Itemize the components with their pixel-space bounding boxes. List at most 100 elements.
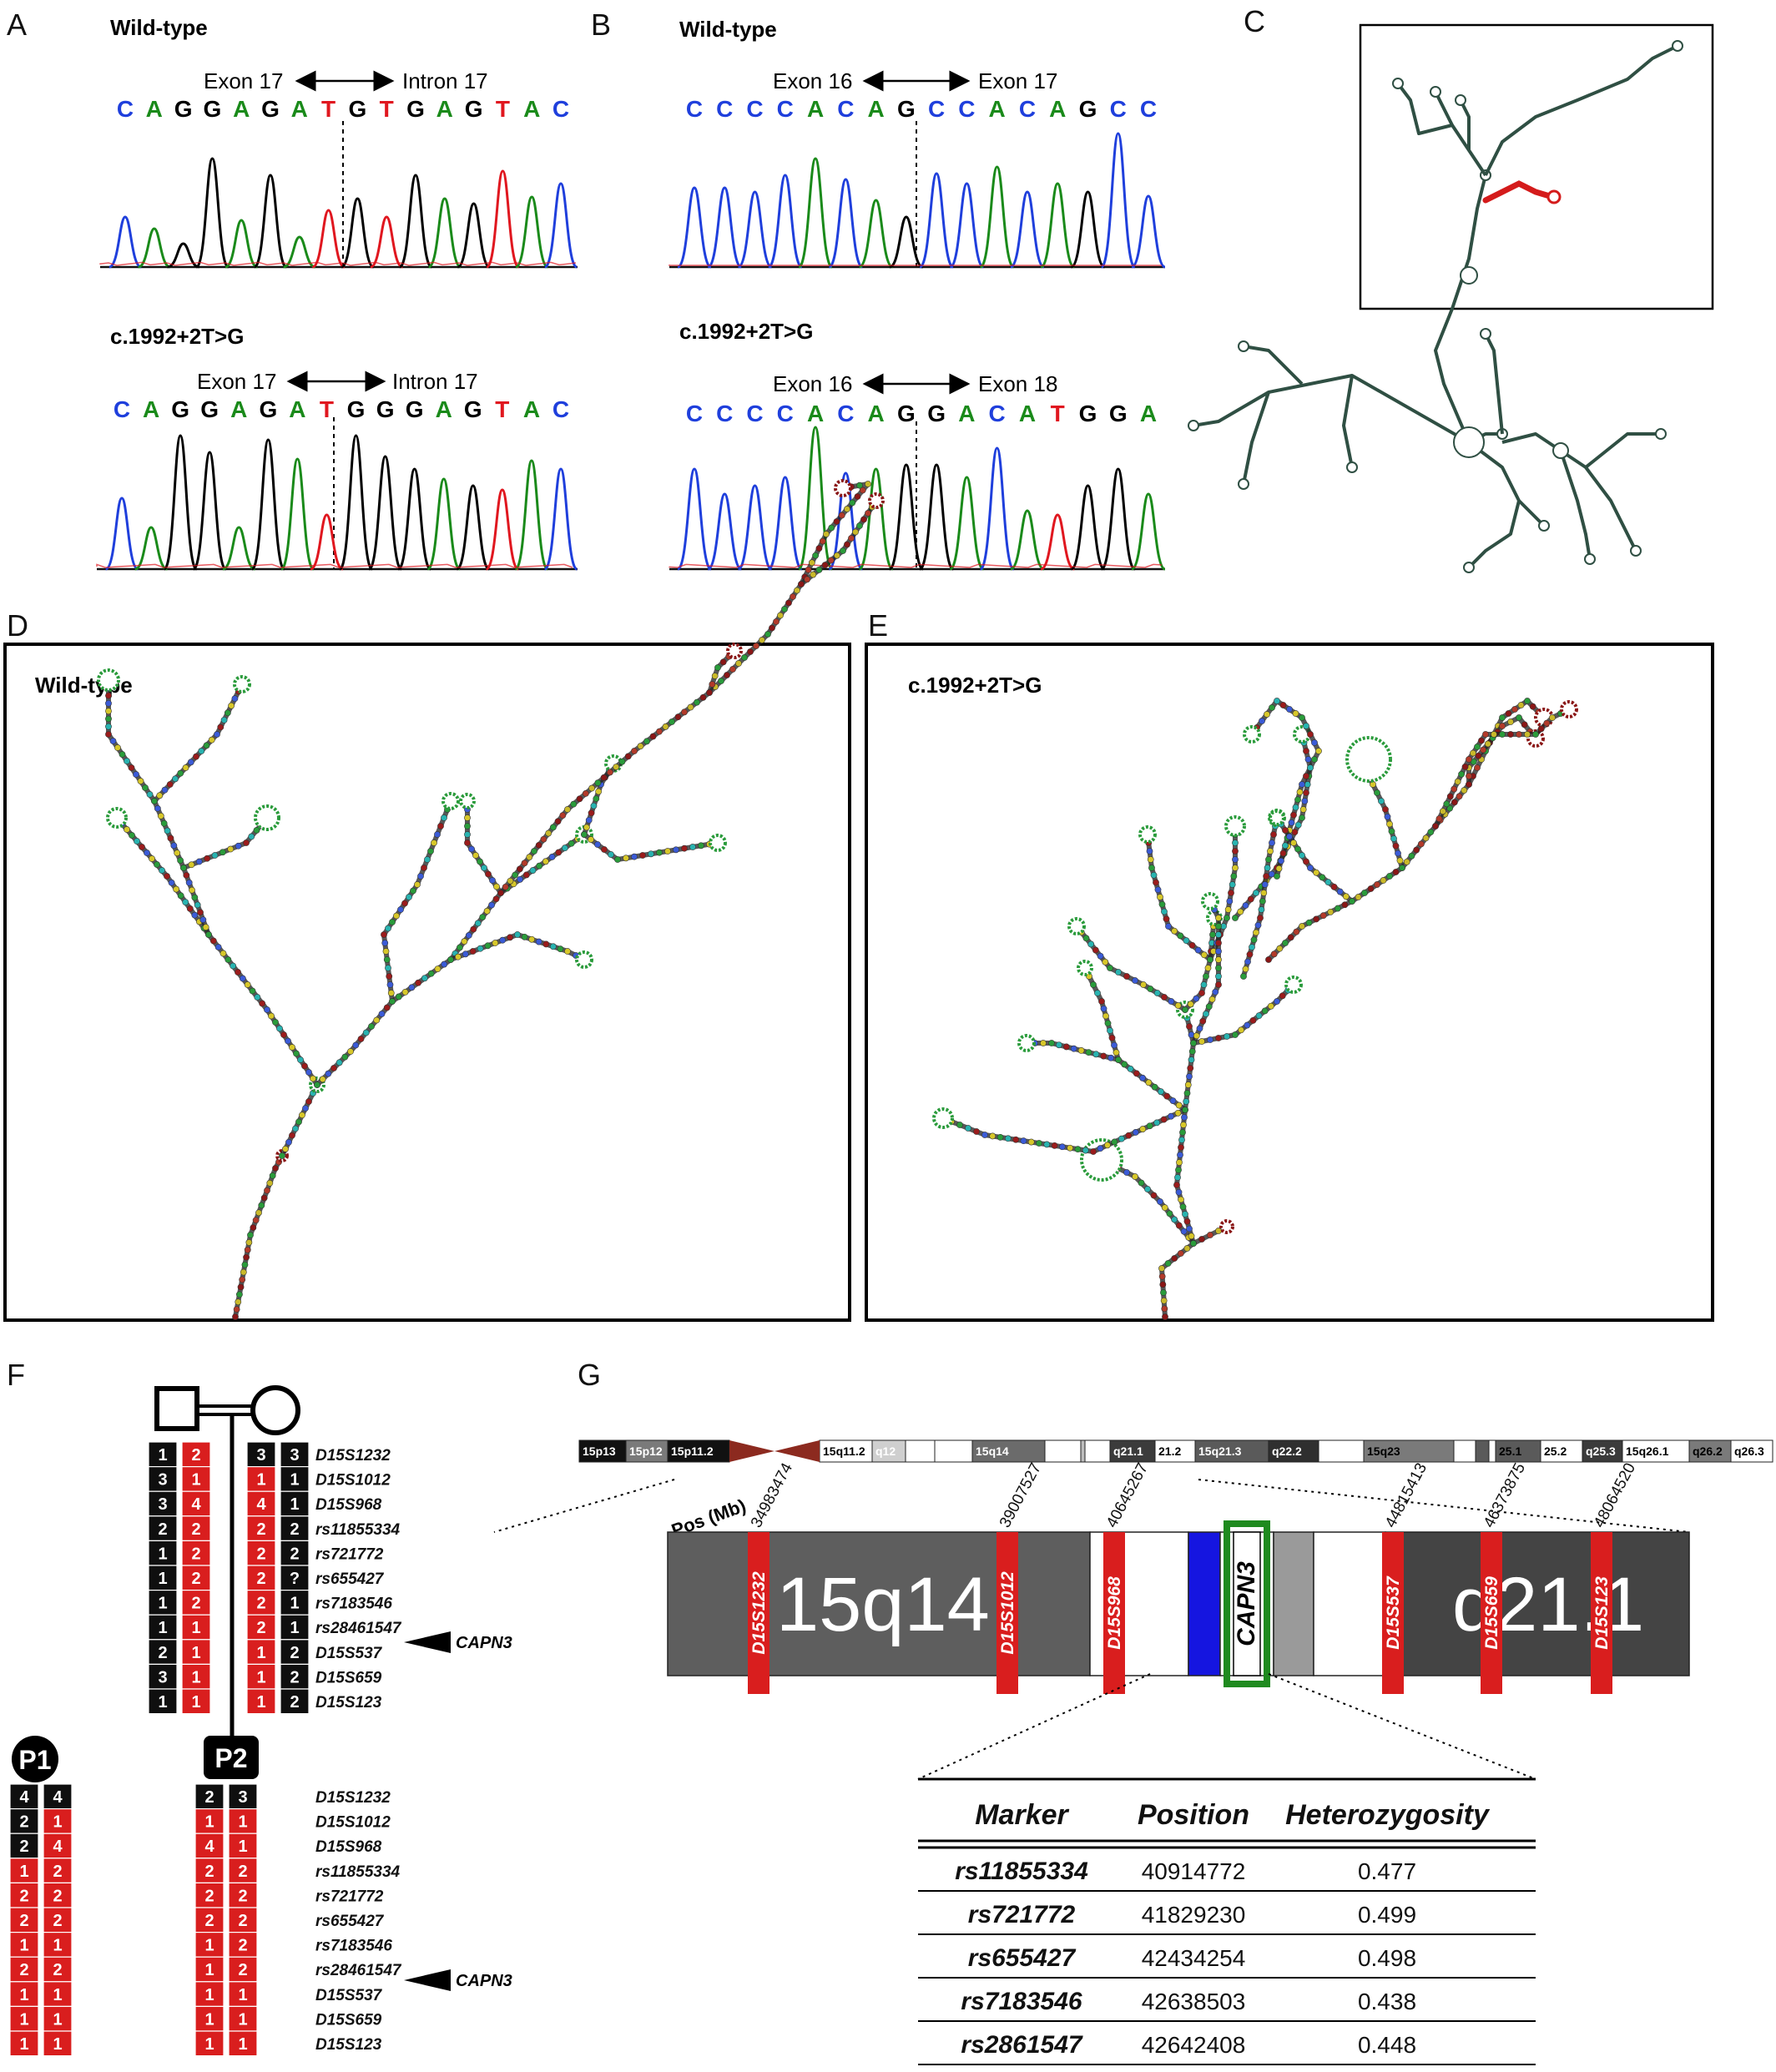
allele-cell <box>194 2030 225 2057</box>
peak <box>1131 194 1166 269</box>
nucleotide <box>1186 1225 1193 1233</box>
chromosome-band <box>625 1439 669 1463</box>
nucleotide <box>1392 869 1400 875</box>
panel-b-mut-title: c.1992+2T>G <box>679 319 813 344</box>
nucleotide <box>301 1062 308 1070</box>
nucleotide <box>228 702 235 709</box>
peak <box>767 174 804 269</box>
base-letter: C <box>114 396 130 422</box>
peak <box>707 186 743 269</box>
band-label: 15q14 <box>976 1444 1009 1458</box>
nucleotide <box>468 845 475 853</box>
nucleotide <box>1157 1198 1163 1205</box>
chromosome-band <box>1453 1439 1476 1463</box>
panel-a-mut-right-label: Intron 17 <box>392 369 478 394</box>
hairpin-loop <box>1345 736 1392 783</box>
base-letter: G <box>261 96 280 122</box>
rna-stem <box>1501 432 1637 552</box>
nucleotide <box>1299 714 1305 721</box>
peak <box>108 215 142 269</box>
nucleotide <box>1177 1250 1184 1257</box>
nucleotide <box>289 1132 295 1139</box>
nucleotide <box>385 965 391 971</box>
nucleotide <box>133 771 139 778</box>
allele-cell <box>9 1932 39 1958</box>
base-letter: C <box>777 401 794 426</box>
nucleotide <box>292 1125 299 1132</box>
base-letter: G <box>927 401 946 426</box>
nucleotide <box>1367 885 1375 892</box>
noise-trace <box>99 261 577 266</box>
nucleotide <box>1161 994 1168 1001</box>
panel-e-frame <box>865 643 1714 1322</box>
hairpin-loop <box>1480 328 1491 340</box>
marker-bar-label: D15S968 <box>1105 1576 1124 1650</box>
nucleotide <box>105 731 112 738</box>
peak <box>918 463 955 571</box>
allele-value: 2 <box>19 1912 28 1930</box>
allele-value: 1 <box>238 1838 247 1856</box>
table-guide-left <box>917 1673 1151 1780</box>
band-label: q26.3 <box>1734 1444 1764 1458</box>
rna-stem <box>1559 450 1592 560</box>
allele-value: 1 <box>204 1813 214 1832</box>
hairpin-loop <box>1560 700 1578 718</box>
nucleotide <box>464 839 471 846</box>
nucleotide <box>1168 1112 1174 1120</box>
nucleotide <box>1027 1138 1035 1146</box>
marker-label: D15S1232 <box>315 1447 391 1465</box>
nucleotide <box>1537 725 1545 733</box>
nucleotide <box>1327 908 1335 915</box>
nucleotide <box>631 748 638 754</box>
nucleotide <box>1478 737 1485 744</box>
nucleotide <box>810 571 817 578</box>
nucleotide <box>687 703 694 711</box>
allele-value: 3 <box>158 1495 167 1514</box>
nucleotide <box>1200 951 1208 959</box>
nucleotide <box>531 848 537 855</box>
nucleotide <box>1374 881 1380 888</box>
nucleotide <box>608 851 614 858</box>
nucleotide <box>1507 718 1514 725</box>
nucleotide <box>381 931 387 938</box>
nucleotide <box>198 748 205 754</box>
capn3-gene-box <box>1224 1520 1270 1687</box>
allele-cell <box>246 1614 276 1641</box>
rna-stem <box>1434 174 1487 443</box>
nucleotide <box>989 1132 996 1140</box>
peak <box>677 186 712 269</box>
zoom-segment <box>1273 1531 1314 1676</box>
allele-value: 3 <box>256 1446 265 1465</box>
marker-position: 39007527 <box>996 1460 1045 1531</box>
nucleotide <box>965 1125 971 1132</box>
nucleotide <box>711 673 719 679</box>
nucleotide <box>594 779 602 787</box>
nucleotide <box>590 802 598 809</box>
nucleotide <box>1265 956 1272 963</box>
nucleotide <box>1190 1040 1197 1046</box>
hairpin-loop <box>1219 1219 1234 1234</box>
nucleotide <box>673 846 679 854</box>
rna-stem <box>1459 99 1471 150</box>
nucleotide <box>1157 894 1163 900</box>
nucleotide <box>1470 749 1476 757</box>
nucleotide <box>528 935 536 943</box>
nucleotide <box>259 1000 266 1007</box>
hairpin-loop <box>1067 917 1086 935</box>
base-letter: G <box>200 396 219 422</box>
hairpin-loop <box>726 643 743 659</box>
nucleotide <box>1532 731 1539 738</box>
nucleotide <box>488 901 495 909</box>
allele-cell <box>43 1956 73 1983</box>
allele-value: 1 <box>204 1961 214 1979</box>
nucleotide <box>1267 848 1274 855</box>
marker-bar-label: D15S123 <box>1592 1576 1612 1650</box>
nucleotide <box>1267 1002 1274 1010</box>
nucleotide <box>1456 793 1463 800</box>
nucleotide <box>1203 1011 1209 1017</box>
hairpin-loop <box>1463 562 1475 573</box>
nucleotide <box>1480 746 1487 754</box>
panel-d: Wild-type <box>3 479 885 1322</box>
nucleotide <box>1226 898 1234 905</box>
nucleotide <box>1175 1102 1183 1109</box>
